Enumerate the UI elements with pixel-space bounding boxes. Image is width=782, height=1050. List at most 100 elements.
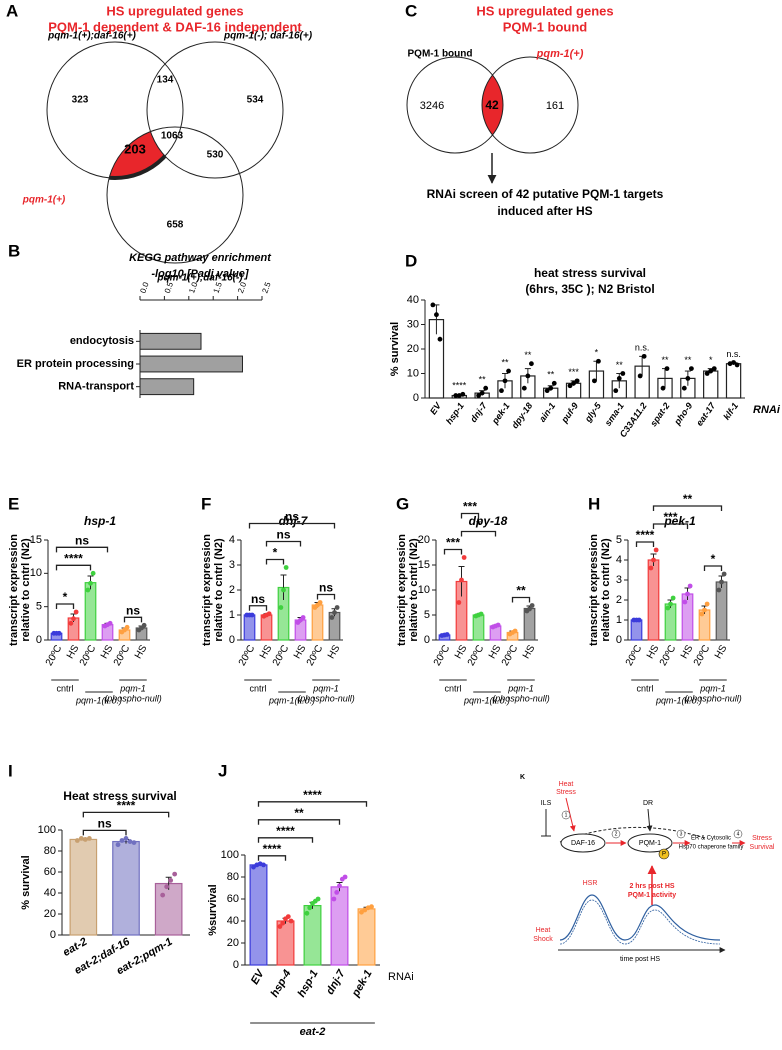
y-tick-label: 2: [229, 584, 235, 596]
data-point: [337, 883, 342, 889]
input: ILS: [541, 800, 552, 807]
data-point: [668, 601, 673, 607]
input: Stress: [556, 789, 576, 796]
y-tick-label: RNA-transport: [58, 381, 134, 393]
outcome: RNAi screen of 42 putative PQM-1 targets: [427, 187, 664, 201]
panel-label: B: [8, 241, 20, 260]
x-tick-label: dpy-18: [510, 401, 535, 431]
data-point: [483, 385, 489, 391]
significance: ns: [126, 604, 140, 618]
data-point: [160, 892, 166, 898]
panel-label: J: [218, 761, 227, 780]
significance: *: [709, 355, 713, 365]
data-point: [685, 376, 691, 381]
data-point: [332, 610, 337, 615]
node: [560, 833, 606, 853]
y-axis-label: relative to cntrl (N2): [600, 538, 612, 642]
group-label: cntrl: [636, 683, 653, 693]
y-axis-label: %survival: [207, 884, 219, 935]
significance: ****: [636, 528, 655, 542]
bar: [154, 882, 183, 936]
x-tick-label: 20ºC: [692, 643, 713, 668]
data-point: [613, 388, 619, 394]
x-tick-label: gly-5: [582, 400, 603, 425]
panel-label: A: [6, 1, 18, 20]
outcome: Survival: [750, 844, 775, 851]
data-point: [716, 587, 722, 593]
data-point: [261, 862, 266, 868]
group-label: pqm-1(k.o.): [75, 695, 122, 705]
group-label: cntrl: [444, 683, 461, 693]
group-label: (phospho-null): [492, 693, 550, 703]
significance: ****: [303, 788, 322, 802]
count: 161: [546, 100, 564, 112]
significance-bracket: [55, 564, 92, 571]
title: PQM-1 dependent & DAF-16 independent: [48, 19, 302, 34]
data-point: [551, 380, 557, 386]
data-point: [73, 609, 79, 615]
group-label: pqm-1(k.o.): [463, 695, 510, 705]
data-point: [437, 336, 443, 342]
significance: ns: [75, 534, 89, 548]
chart: J 0 20 40 60 80 100 %survival EV hsp-4 hsp-1 dnj-7 p…: [207, 761, 414, 1037]
significance-bracket: [55, 546, 109, 553]
step-label: 2: [615, 831, 618, 837]
venn-circle: [406, 56, 504, 154]
significance: ***: [568, 367, 579, 377]
data-point: [571, 380, 576, 386]
data-point: [453, 393, 459, 398]
data-point: [249, 612, 255, 618]
data-point: [285, 914, 291, 919]
x-tick-label: puf-9: [559, 401, 580, 426]
response-curve: [559, 899, 721, 945]
significance: **: [479, 375, 487, 385]
data-point: [476, 393, 481, 398]
significance: ns: [319, 581, 333, 595]
error-bar: [280, 574, 287, 600]
y-tick-label: 3: [616, 574, 622, 586]
count: 658: [167, 220, 184, 231]
x-tick-label: pek-1: [489, 401, 511, 427]
data-point: [704, 601, 710, 607]
data-point: [620, 371, 626, 376]
x-axis-label: RNAi: [753, 404, 781, 416]
data-point: [527, 606, 532, 612]
data-point: [495, 622, 501, 628]
significance: *: [273, 546, 278, 560]
step: [561, 810, 571, 820]
data-point: [334, 890, 340, 895]
bar: [725, 363, 742, 399]
data-point: [71, 616, 76, 622]
x-tick-label: eat-17: [694, 400, 718, 428]
y-tick-label: 0: [233, 959, 239, 971]
panel-label: G: [396, 494, 409, 513]
significance: ***: [663, 510, 677, 524]
x-tick-label: eat-2: [61, 936, 89, 959]
y-tick-label: 4: [616, 554, 622, 566]
chart-title: (6hrs, 35C ); N2 Bristol: [525, 282, 654, 296]
data-point: [704, 371, 710, 376]
x-tick-label: 2.0: [236, 280, 248, 294]
step-label: 3: [680, 831, 683, 837]
data-point: [331, 896, 337, 902]
data-point: [334, 605, 340, 610]
panel-label: C: [405, 1, 417, 20]
x-tick-label: HS: [292, 643, 309, 661]
count: 1063: [161, 131, 184, 142]
data-point: [127, 839, 133, 844]
data-point: [430, 302, 436, 308]
x-tick-label: HS: [453, 643, 470, 661]
count: 3246: [420, 100, 444, 112]
y-axis-label: relative to cntrl (N2): [20, 538, 32, 642]
chart-title: hsp-1: [84, 514, 116, 528]
significance: *: [63, 590, 68, 604]
y-tick-label: 5: [616, 534, 622, 546]
data-point: [434, 312, 439, 318]
x-tick-label: sma-1: [603, 401, 626, 428]
venn-a: A HS upregulated genes PQM-1 dependent &…: [6, 1, 313, 283]
data-point: [699, 611, 705, 617]
x-tick-label: pek-1: [349, 968, 374, 1000]
chart-title: -log10 [Padj value]: [151, 268, 249, 280]
